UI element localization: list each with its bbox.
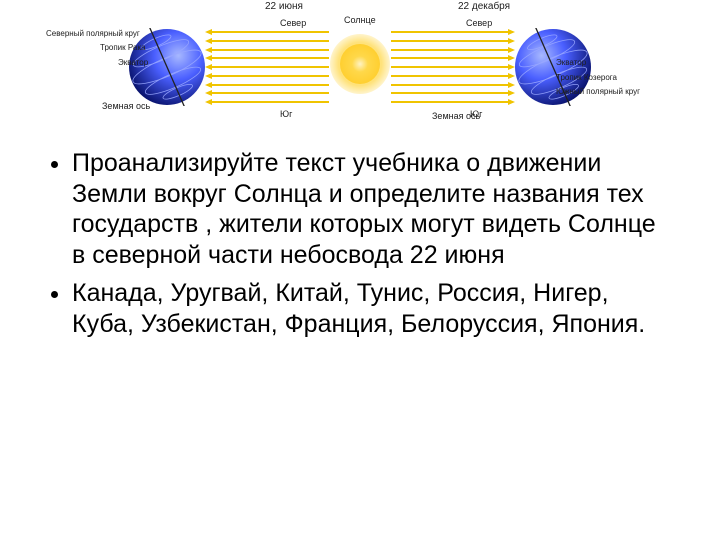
north-left-label: Север xyxy=(280,19,306,28)
sun-label: Солнце xyxy=(344,16,376,25)
earth-sun-diagram: 22 июня 22 декабря Солнце Север Север Юг… xyxy=(110,4,610,124)
list-item: Проанализируйте текст учебника о движени… xyxy=(72,148,672,270)
earth-right-line-label: Экватор xyxy=(556,59,586,67)
earth-left-line-label: Северный полярный круг xyxy=(46,30,140,38)
sun-icon xyxy=(329,33,391,95)
earth-left-line-label: Тропик Рака xyxy=(100,44,146,52)
axis-right-label: Земная ось xyxy=(432,112,480,121)
earth-right-line-label: Южный полярный круг xyxy=(556,88,640,96)
north-right-label: Север xyxy=(466,19,492,28)
list-item: Канада, Уругвай, Китай, Тунис, Россия, Н… xyxy=(72,278,672,339)
axis-left-label: Земная ось xyxy=(102,102,150,111)
date-december-label: 22 декабря xyxy=(458,2,510,13)
date-june-label: 22 июня xyxy=(265,2,303,13)
earth-left-line-label: Экватор xyxy=(118,59,148,67)
earth-right-line-label: Тропик Козерога xyxy=(556,74,617,82)
south-left-label: Юг xyxy=(280,110,292,119)
task-bullet-list: Проанализируйте текст учебника о движени… xyxy=(0,148,720,339)
